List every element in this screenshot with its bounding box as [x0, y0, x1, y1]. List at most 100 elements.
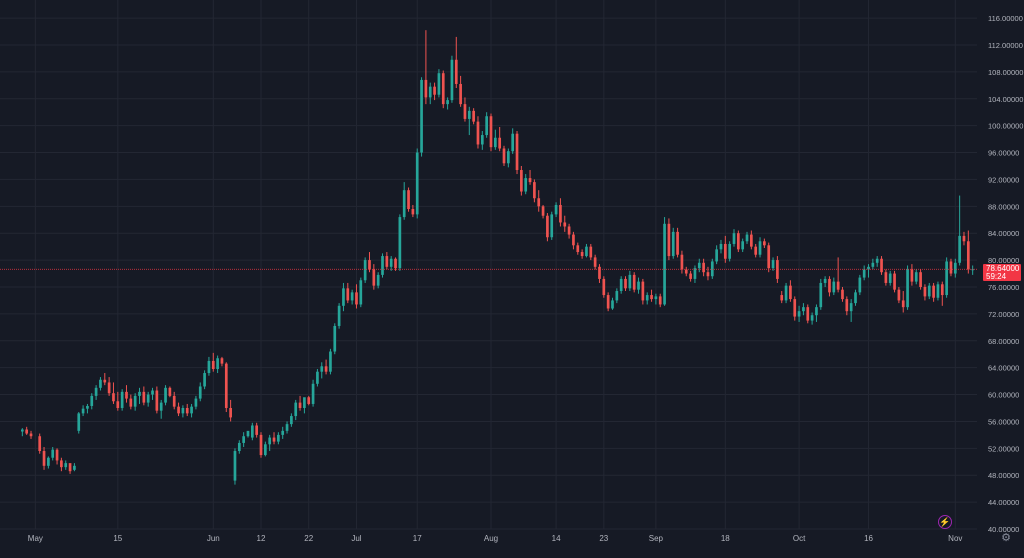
candle: [138, 387, 141, 404]
candle: [671, 227, 675, 259]
candle-body: [750, 234, 753, 247]
candle-body: [550, 214, 554, 238]
x-tick-label: 18: [721, 534, 730, 543]
candle-body: [233, 451, 237, 481]
candle: [897, 286, 901, 304]
candle-body: [906, 269, 909, 308]
candle-body: [94, 387, 98, 396]
candle-body: [190, 406, 193, 414]
candle: [337, 303, 341, 329]
candle-body: [828, 278, 831, 293]
candle: [324, 359, 328, 375]
candle-body: [580, 252, 584, 257]
candle-body: [55, 449, 59, 461]
candle-body: [658, 296, 662, 305]
candle-body: [793, 299, 797, 317]
candle: [906, 265, 909, 310]
x-tick-label: Nov: [948, 534, 962, 543]
candle-body: [893, 273, 896, 290]
candle: [454, 36, 458, 88]
candle: [172, 391, 176, 410]
candle: [684, 266, 688, 277]
y-tick-label: 112.00000: [988, 41, 1023, 50]
candle: [962, 231, 966, 246]
candle-body: [333, 325, 337, 352]
candle: [198, 382, 202, 402]
candle-body: [177, 406, 180, 414]
candle-body: [515, 133, 519, 171]
candle-body: [806, 307, 810, 321]
candle-body: [307, 397, 311, 404]
candle: [125, 385, 128, 403]
candle: [750, 230, 753, 250]
candle: [220, 356, 224, 367]
candle-body: [441, 73, 445, 105]
candle-body: [771, 260, 775, 269]
candle: [593, 254, 597, 270]
candle: [64, 460, 68, 470]
candle: [676, 227, 679, 258]
candle: [407, 187, 410, 212]
candle: [949, 258, 953, 277]
candle: [654, 293, 658, 305]
candle-body: [927, 285, 931, 297]
candle-body: [697, 262, 701, 269]
candle: [242, 432, 245, 447]
candle-body: [294, 402, 298, 417]
x-tick-label: May: [28, 534, 43, 543]
candle-body: [454, 59, 458, 84]
candle-body: [862, 269, 866, 278]
candle: [650, 289, 653, 302]
candle: [185, 403, 189, 417]
candle-body: [129, 398, 133, 407]
candle-body: [706, 272, 710, 277]
gear-icon[interactable]: ⚙: [1001, 532, 1011, 544]
countdown-label: 59:24: [986, 272, 1007, 281]
candle: [424, 30, 428, 105]
candle-body: [29, 433, 33, 437]
candle: [350, 289, 354, 305]
candle-body: [398, 217, 402, 269]
candle: [554, 202, 558, 218]
time-axis[interactable]: May 15 Jun 12 22 Jul 17 Aug 14 23 Sep 18 Oct 16 Nov: [28, 534, 963, 543]
candle: [346, 282, 350, 304]
lightning-icon[interactable]: ⚡: [938, 515, 952, 529]
candle-body: [237, 442, 241, 452]
candle: [437, 69, 441, 98]
candle-body: [507, 151, 510, 164]
candle: [259, 432, 263, 458]
candle: [459, 75, 462, 107]
candle: [706, 266, 710, 281]
candle: [806, 304, 810, 324]
y-tick-label: 44.00000: [988, 498, 1019, 507]
candle: [546, 213, 549, 242]
candle-body: [450, 59, 454, 101]
candle: [342, 282, 345, 312]
candle: [663, 217, 666, 306]
candle: [754, 243, 758, 258]
candle-body: [524, 178, 528, 192]
candle-body: [181, 407, 185, 414]
candle: [697, 258, 701, 273]
candle: [476, 116, 480, 149]
candle-body: [541, 206, 545, 216]
candle-body: [433, 86, 436, 95]
candle-body: [185, 407, 189, 414]
candle-body: [949, 261, 953, 274]
candle-body: [272, 437, 276, 442]
candle-body: [897, 289, 901, 301]
candle: [966, 230, 970, 274]
candle: [229, 399, 232, 422]
candle: [815, 304, 818, 322]
candle-body: [368, 260, 371, 270]
candle-body: [832, 281, 836, 293]
candle-body: [572, 234, 575, 246]
candle: [55, 448, 59, 465]
candle-body: [125, 391, 128, 399]
price-axis[interactable]: 40.00000 44.00000 48.00000 52.00000 56.00000…: [988, 14, 1023, 534]
candle-body: [203, 373, 206, 387]
candle-body: [86, 405, 89, 409]
candle: [446, 97, 449, 110]
